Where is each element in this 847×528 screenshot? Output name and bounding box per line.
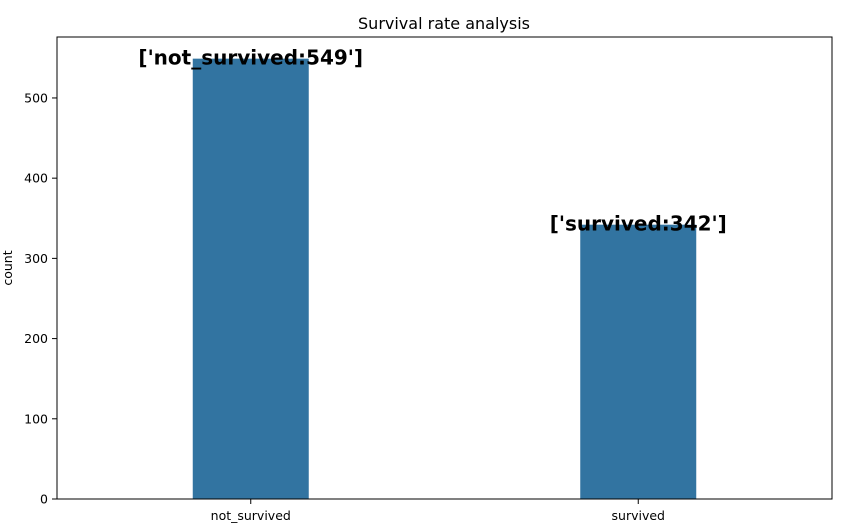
y-tick-label-0: 0 — [40, 492, 48, 507]
plot-area — [56, 36, 833, 500]
x-tick-label-survived: survived — [612, 508, 665, 523]
x-tick-label-not_survived: not_survived — [211, 508, 291, 523]
y-tick-label-100: 100 — [24, 411, 48, 426]
bar-label-not_survived: ['not_survived:549'] — [138, 46, 363, 70]
y-tick-label-300: 300 — [24, 251, 48, 266]
y-axis: 0 100 200 300 400 500 — [24, 90, 57, 507]
bar-survived — [580, 224, 697, 499]
y-tick-label-200: 200 — [24, 331, 48, 346]
y-axis-label: count — [0, 250, 15, 285]
bar-not_survived — [192, 58, 309, 499]
x-axis: not_survived survived — [211, 499, 665, 523]
y-tick-label-500: 500 — [24, 90, 48, 105]
bar-label-survived: ['survived:342'] — [550, 212, 727, 236]
chart-title: Survival rate analysis — [358, 14, 530, 33]
plot-frame — [56, 36, 833, 500]
y-tick-label-400: 400 — [24, 171, 48, 186]
